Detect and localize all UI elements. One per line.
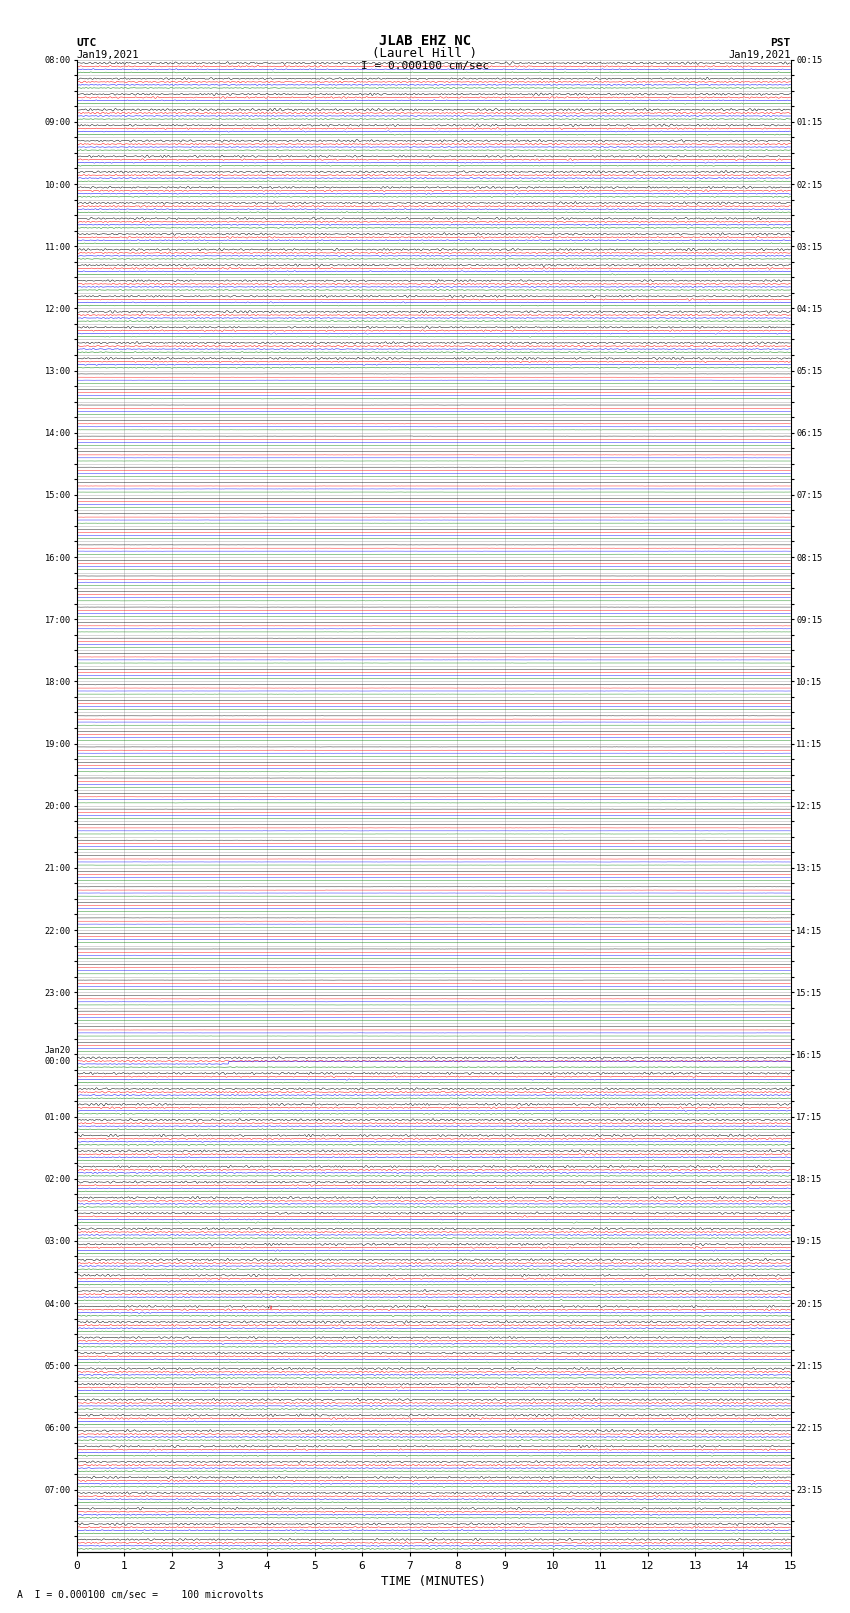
- Text: A  I = 0.000100 cm/sec =    100 microvolts: A I = 0.000100 cm/sec = 100 microvolts: [17, 1590, 264, 1600]
- Text: PST: PST: [770, 39, 790, 48]
- Text: I = 0.000100 cm/sec: I = 0.000100 cm/sec: [361, 61, 489, 71]
- Text: Jan19,2021: Jan19,2021: [76, 50, 139, 60]
- Text: JLAB EHZ NC: JLAB EHZ NC: [379, 34, 471, 48]
- X-axis label: TIME (MINUTES): TIME (MINUTES): [381, 1574, 486, 1587]
- Text: (Laurel Hill ): (Laurel Hill ): [372, 47, 478, 60]
- Text: UTC: UTC: [76, 39, 97, 48]
- Text: Jan19,2021: Jan19,2021: [728, 50, 791, 60]
